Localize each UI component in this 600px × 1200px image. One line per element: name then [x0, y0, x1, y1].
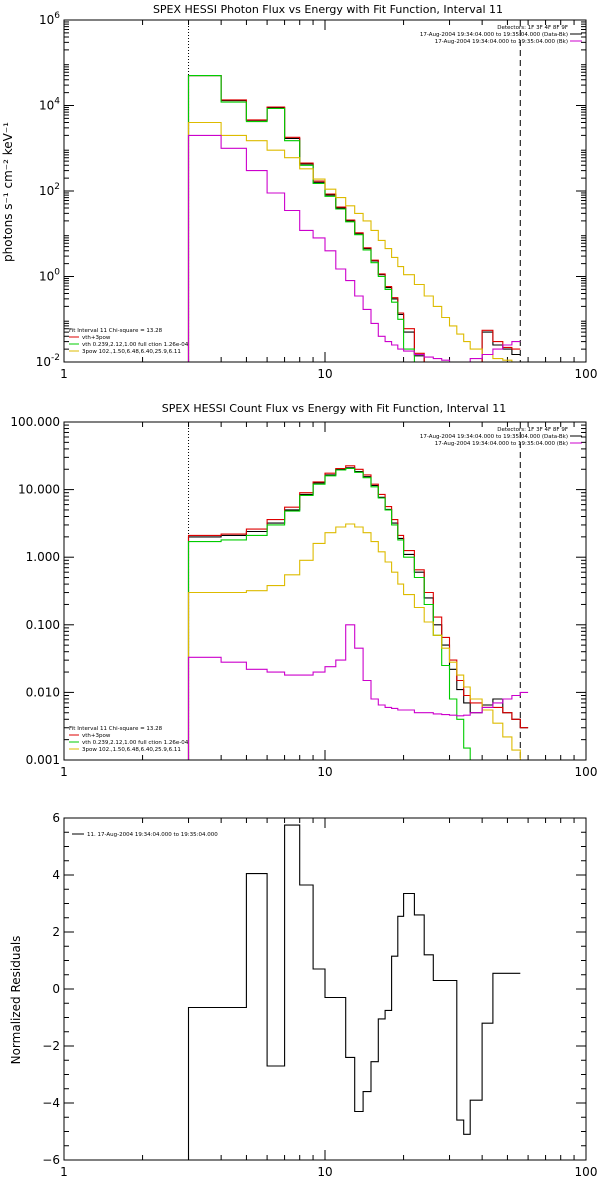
y-tick-label: 100 — [39, 268, 60, 284]
legend-label: 11. 17-Aug-2004 19:34:04.000 to 19:35:04… — [87, 832, 218, 838]
chart-title: SPEX HESSI Photon Flux vs Energy with Fi… — [153, 3, 503, 16]
plot-area: 1 10 100 6 4 2 0 −2 −4 −6 11. 17-Aug-2004 19:34:04… — [42, 811, 597, 1179]
plot-area: 1 10 100 10-2 100 102 104 106 Detectors: 1F 3F 4… — [36, 11, 598, 381]
series-line-0 — [187, 467, 529, 760]
plot-frame — [63, 817, 587, 1161]
legend-label: 17-Aug-2004 19:34:04.000 to 19:35:04.000… — [420, 32, 568, 38]
residuals-panel: Normalized Residuals 1 10 100 6 4 2 0 −2 −4 −6 11.… — [9, 811, 597, 1179]
legend-label: 17-Aug-2004 19:34:04.000 to 19:35:04.000… — [435, 441, 568, 447]
photon-flux-panel: SPEX HESSI Photon Flux vs Energy with Fi… — [1, 3, 597, 381]
x-tick-label: 1 — [60, 765, 68, 779]
series-line-0 — [187, 824, 521, 1160]
series-line-3 — [187, 523, 529, 760]
legend-label: 17-Aug-2004 19:34:04.000 to 19:35:04.000… — [420, 434, 568, 440]
legend-label: vth 0.239,2.12,1.00 full ction 1.26e-04 — [82, 740, 189, 746]
y-axis-label: photons s⁻¹ cm⁻² keV⁻¹ — [1, 122, 15, 262]
count-flux-panel: SPEX HESSI Count Flux vs Energy with Fit… — [10, 402, 597, 779]
y-tick-label: −2 — [42, 1039, 60, 1053]
series-line-4 — [187, 624, 529, 760]
legend-header: Fit Interval 11 Chi-square = 13.28 — [69, 726, 163, 732]
x-tick-label: 100 — [575, 367, 598, 381]
y-tick-label: 10-2 — [36, 353, 60, 369]
series-line-2 — [187, 75, 521, 362]
y-tick-label: 10.000 — [18, 483, 60, 497]
y-tick-label: 102 — [39, 182, 60, 198]
series-group — [187, 465, 529, 760]
series-line-4 — [187, 134, 521, 362]
chart-title: SPEX HESSI Count Flux vs Energy with Fit… — [162, 402, 506, 415]
x-tick-label: 100 — [575, 765, 598, 779]
y-tick-label: 0.100 — [26, 618, 60, 632]
series-line-1 — [187, 75, 521, 362]
legend-header: Fit Interval 11 Chi-square = 13.28 — [69, 328, 163, 334]
y-tick-label: 100.000 — [10, 415, 60, 429]
y-tick-label: 1.000 — [26, 550, 60, 564]
y-tick-label: 6 — [52, 811, 60, 825]
legend-label: vth 0.239,2.12,1.00 full ction 1.26e-04 — [82, 342, 189, 348]
y-tick-label: 0.010 — [26, 685, 60, 699]
y-tick-label: −4 — [42, 1096, 60, 1110]
x-tick-label: 10 — [317, 1165, 332, 1179]
legend-header: Detectors: 1F 3F 4F 8F 9F — [497, 427, 568, 433]
plot-frame — [63, 421, 587, 761]
plot-frame — [63, 19, 587, 363]
y-tick-label: 0.001 — [26, 753, 60, 767]
plot-area: 1 10 100 0.001 0.010 0.100 1.000 10.000 100.000 D… — [10, 415, 597, 779]
y-tick-label: 4 — [52, 868, 60, 882]
y-tick-label: 106 — [39, 11, 60, 27]
legend-label: 17-Aug-2004 19:34:04.000 to 19:35:04.000… — [435, 39, 568, 45]
series-line-3 — [187, 121, 521, 362]
legend-header: Detectors: 1F 3F 4F 8F 9F — [497, 25, 568, 31]
series-group — [187, 75, 521, 362]
legend-label: vth+3pow — [82, 335, 111, 341]
legend-label: vth+3pow — [82, 733, 111, 739]
legend-label: 3pow 102.,1.50,6.48,6.40,25.9,6.11 — [82, 349, 181, 355]
x-tick-label: 10 — [317, 367, 332, 381]
x-tick-label: 1 — [60, 1165, 68, 1179]
series-line-2 — [187, 467, 529, 760]
series-line-1 — [187, 465, 529, 760]
series-group — [187, 824, 521, 1160]
x-tick-label: 100 — [575, 1165, 598, 1179]
x-tick-label: 1 — [60, 367, 68, 381]
y-tick-label: −6 — [42, 1153, 60, 1167]
y-tick-label: 0 — [52, 982, 60, 996]
y-axis-label: Normalized Residuals — [9, 936, 23, 1065]
y-tick-label: 2 — [52, 925, 60, 939]
series-line-0 — [187, 75, 521, 362]
y-tick-label: 104 — [39, 97, 60, 113]
legend-label: 3pow 102.,1.50,6.48,6.40,25.9,6.11 — [82, 747, 181, 753]
x-tick-label: 10 — [317, 765, 332, 779]
